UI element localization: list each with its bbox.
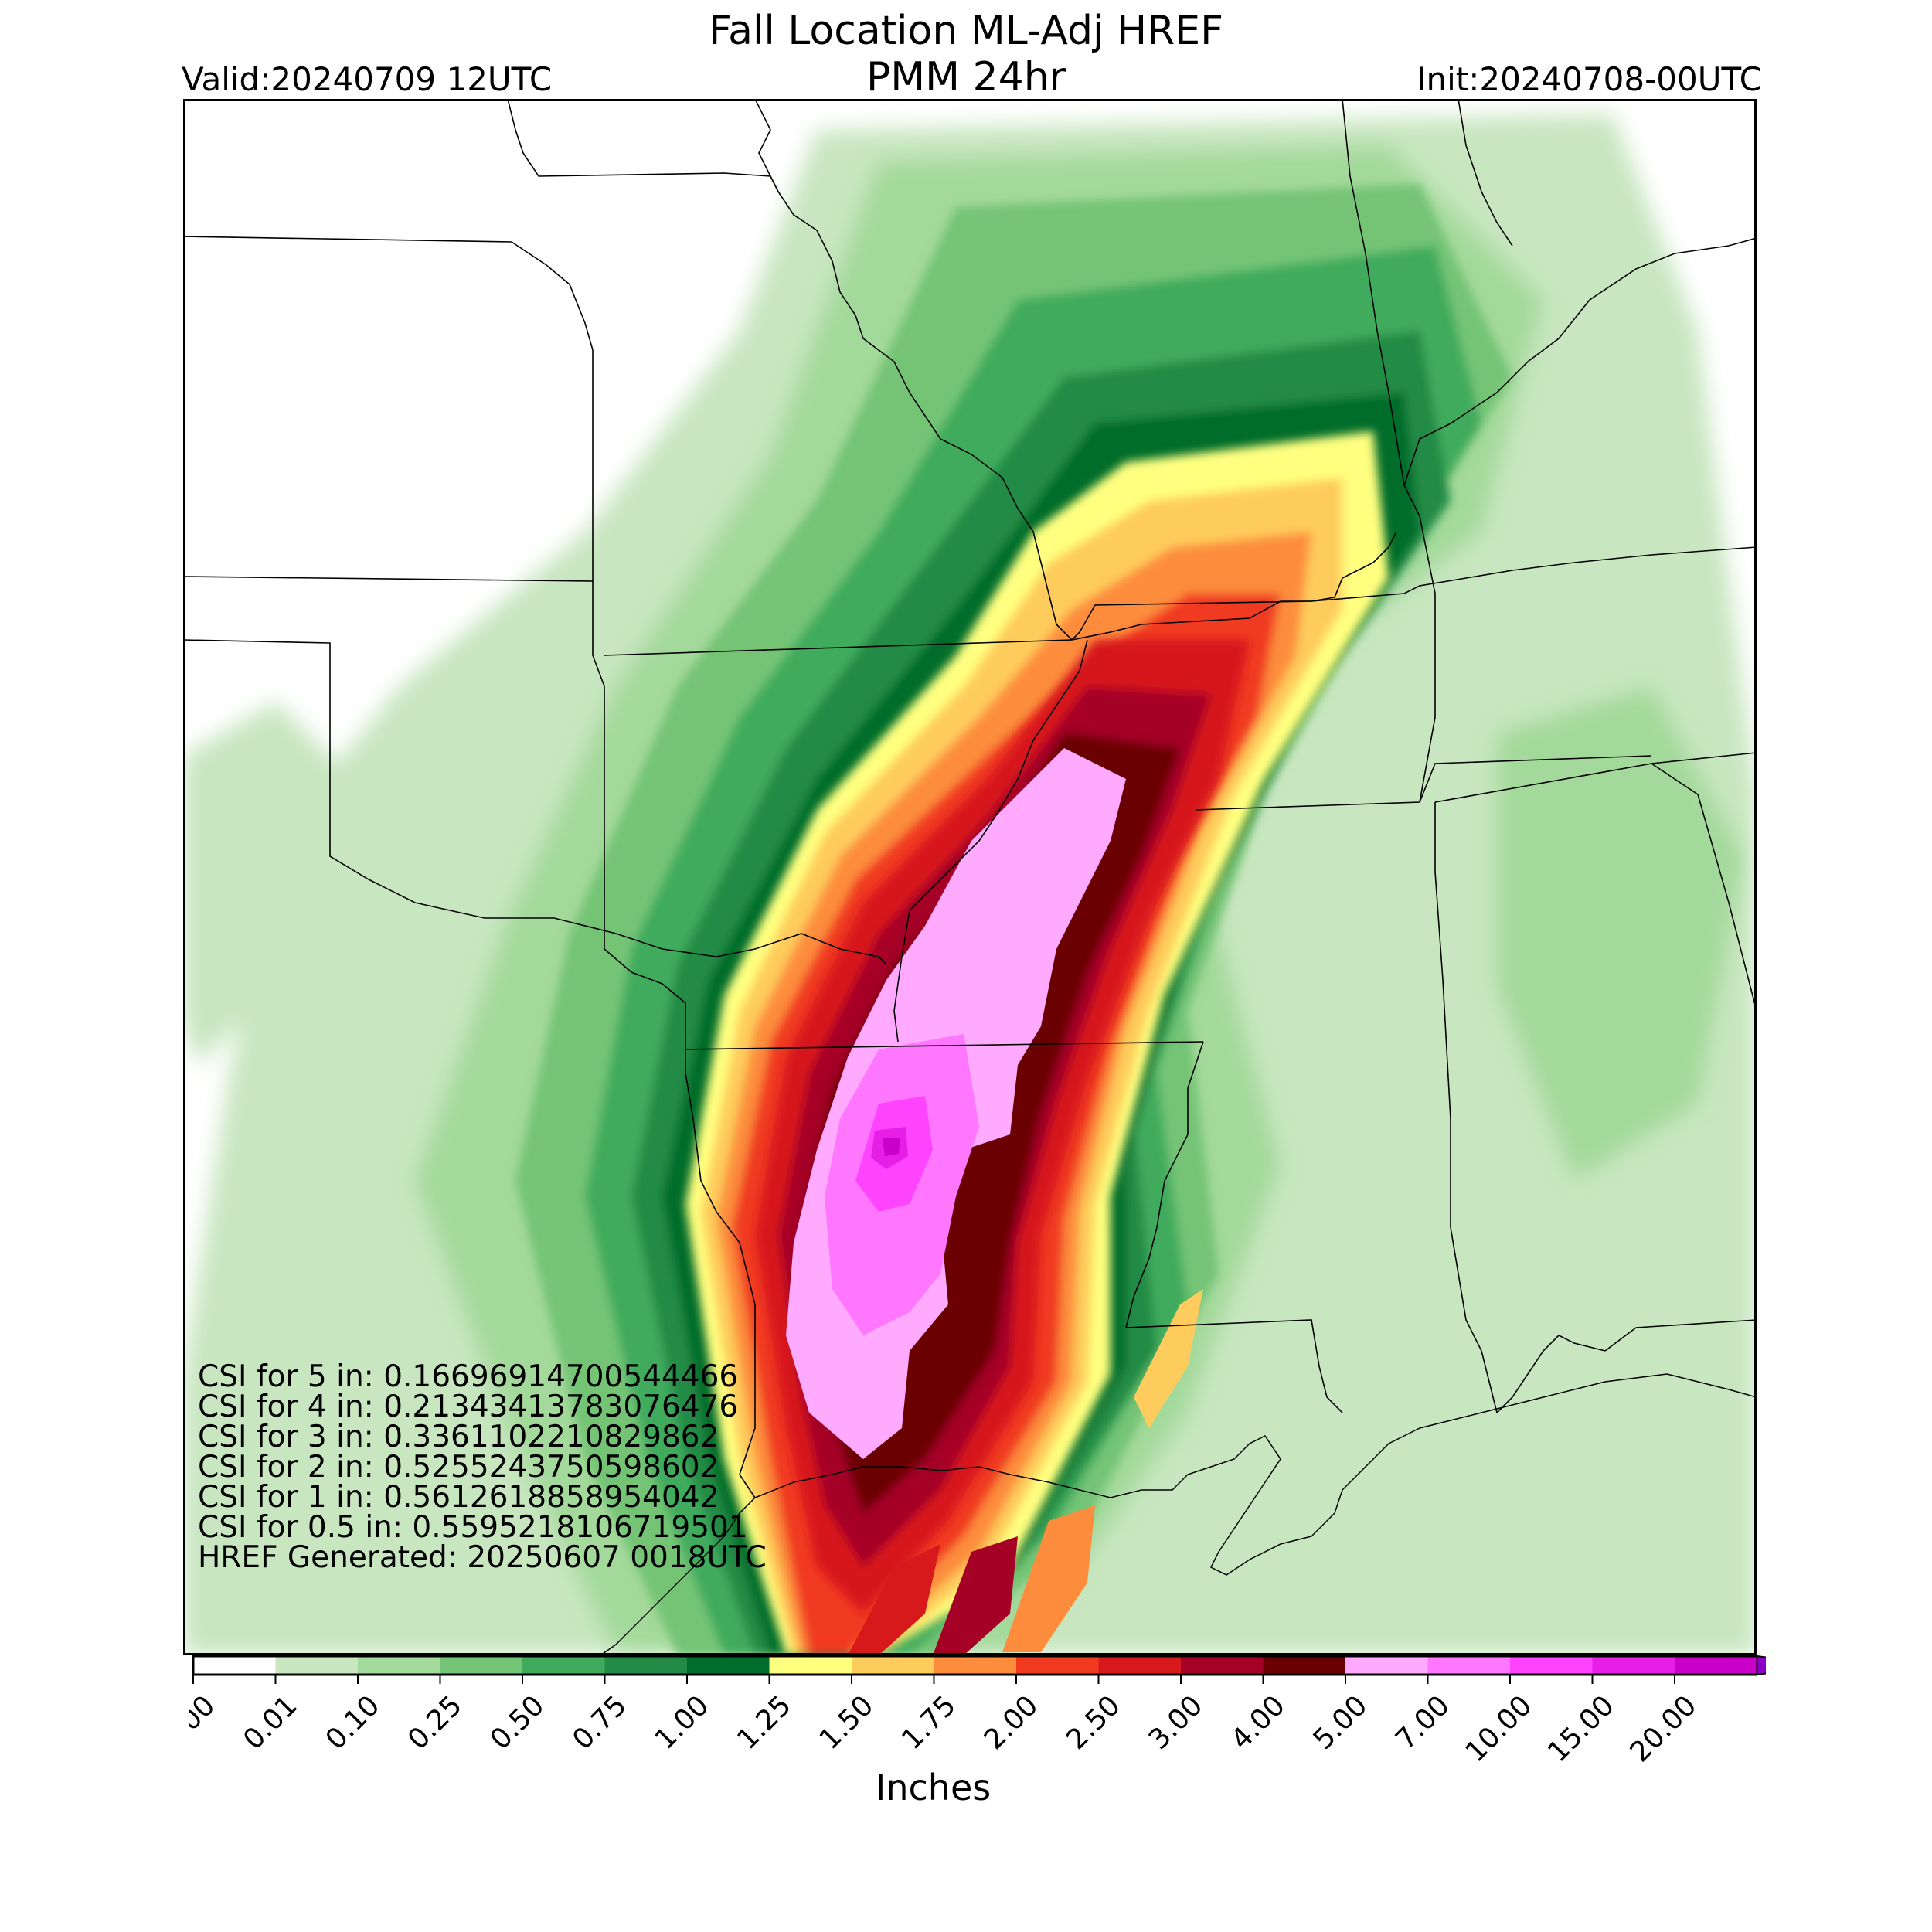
colorbar-tick-label: 5.00 bbox=[1308, 1689, 1374, 1756]
colorbar-segment bbox=[522, 1656, 605, 1675]
colorbar-segment bbox=[852, 1656, 934, 1675]
csi-line: CSI for 0.5 in: 0.5595218106719501 bbox=[198, 1510, 748, 1545]
href-generated: HREF Generated: 20250607 0018UTC bbox=[198, 1540, 767, 1575]
colorbar-tick-label: 1.75 bbox=[896, 1689, 962, 1756]
colorbar-segment bbox=[934, 1656, 1017, 1675]
csi-stats: CSI for 5 in: 0.16696914700544466 CSI fo… bbox=[198, 1362, 767, 1573]
colorbar-tick-label: 1.25 bbox=[731, 1689, 798, 1756]
colorbar-tick-label: 7.00 bbox=[1389, 1689, 1456, 1756]
csi-line: CSI for 3 in: 0.3361102210829862 bbox=[198, 1420, 719, 1454]
colorbar-segment bbox=[358, 1656, 440, 1675]
colorbar-segment bbox=[440, 1656, 523, 1675]
colorbar-tick-label: 0.01 bbox=[237, 1689, 304, 1756]
colorbar-segment bbox=[604, 1656, 688, 1675]
colorbar-tick-label: 20.00 bbox=[1624, 1689, 1703, 1768]
colorbar-segment bbox=[1592, 1656, 1675, 1675]
colorbar-tick-label: 1.00 bbox=[649, 1689, 716, 1756]
colorbar-segment bbox=[687, 1656, 770, 1675]
colorbar-tick-label: 2.00 bbox=[978, 1689, 1045, 1756]
map-frame bbox=[183, 99, 1757, 1655]
colorbar-tick-label: 3.00 bbox=[1143, 1689, 1209, 1756]
colorbar-tick-label: 0.50 bbox=[485, 1689, 551, 1756]
colorbar-extend-arrow bbox=[1756, 1655, 1766, 1676]
colorbar-tick-label: 0.75 bbox=[566, 1689, 633, 1756]
colorbar-tick-label: 4.00 bbox=[1225, 1689, 1291, 1756]
precip-map bbox=[183, 99, 1757, 1655]
csi-line: CSI for 2 in: 0.5255243750598602 bbox=[198, 1450, 719, 1485]
colorbar-frame bbox=[192, 1655, 1757, 1676]
csi-line: CSI for 1 in: 0.5612618858954042 bbox=[198, 1480, 719, 1515]
state-borders bbox=[183, 99, 1757, 1498]
colorbar-segment bbox=[1016, 1656, 1099, 1675]
colorbar-segment bbox=[769, 1656, 852, 1675]
colorbar-segment bbox=[1181, 1656, 1264, 1675]
precip-coastal-streaks bbox=[848, 1289, 1203, 1655]
colorbar-segment bbox=[275, 1656, 359, 1675]
csi-line: CSI for 5 in: 0.16696914700544466 bbox=[198, 1359, 739, 1394]
map-subtitle: PMM 24hr bbox=[866, 54, 1066, 100]
colorbar-segment bbox=[1098, 1656, 1182, 1675]
colorbar-segment bbox=[1263, 1656, 1346, 1675]
coastline bbox=[600, 1373, 1757, 1655]
colorbar-segment bbox=[1345, 1656, 1428, 1675]
colorbar-tick-label: 0.10 bbox=[320, 1689, 386, 1756]
colorbar-segment bbox=[1675, 1656, 1757, 1675]
colorbar-tick-label: 2.50 bbox=[1060, 1689, 1127, 1756]
colorbar-tick-label: 10.00 bbox=[1460, 1689, 1539, 1768]
colorbar-segment bbox=[1427, 1656, 1511, 1675]
colorbar-tick-label: 0.25 bbox=[402, 1689, 468, 1756]
valid-time: Valid:20240709 12UTC bbox=[182, 60, 553, 98]
init-time: Init:20240708-00UTC bbox=[1417, 60, 1762, 98]
colorbar-segment bbox=[193, 1656, 276, 1675]
precip-extreme-band bbox=[786, 748, 1126, 1459]
colorbar-tick-label: 0.00 bbox=[189, 1689, 221, 1756]
colorbar-units: Inches bbox=[875, 1767, 992, 1808]
colorbar-tick-label: 1.50 bbox=[814, 1689, 880, 1756]
colorbar-segment bbox=[1510, 1656, 1593, 1675]
csi-line: CSI for 4 in: 0.21343413783076476 bbox=[198, 1389, 739, 1424]
colorbar: 0.00 0.01 0.10 0.25 0.50 0.75 1.00 1.25 1.50 1.75… bbox=[189, 1655, 1766, 1768]
map-title: Fall Location ML-Adj HREF bbox=[708, 8, 1224, 54]
colorbar-tick-label: 15.00 bbox=[1542, 1689, 1621, 1768]
